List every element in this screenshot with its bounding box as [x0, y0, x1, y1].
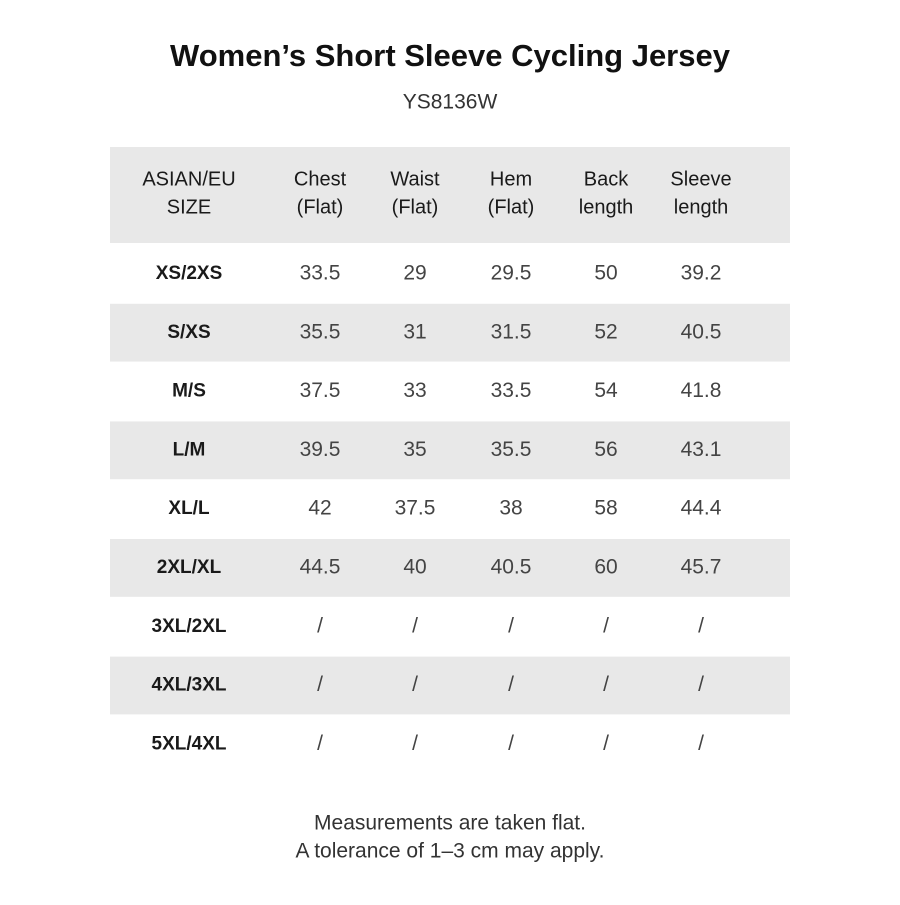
cell: 52	[594, 320, 617, 343]
cell: 44.5	[300, 556, 341, 579]
column-header: (Flat)	[488, 196, 535, 218]
cell: 40.5	[681, 320, 722, 343]
cell: 35.5	[491, 438, 532, 461]
cell: 31.5	[491, 320, 532, 343]
cell: 33	[403, 379, 426, 402]
cell: 29	[403, 262, 426, 285]
size-label: M/S	[172, 381, 206, 402]
subtitle: YS8136W	[403, 91, 498, 114]
column-header: length	[674, 196, 729, 218]
column-header: ASIAN/EU	[142, 168, 235, 190]
size-label: L/M	[173, 439, 206, 460]
size-label: S/XS	[167, 322, 210, 343]
column-header: Back	[584, 168, 629, 190]
cell: 40	[403, 556, 426, 579]
column-header: Sleeve	[670, 168, 731, 190]
row-bg	[110, 539, 790, 597]
size-label: 5XL/4XL	[152, 733, 227, 754]
footnote: A tolerance of 1–3 cm may apply.	[296, 840, 605, 863]
cell: 60	[594, 556, 617, 579]
cell: /	[508, 614, 514, 637]
column-header: Hem	[490, 168, 532, 190]
column-header: length	[579, 196, 634, 218]
cell: /	[412, 673, 418, 696]
cell: 54	[594, 379, 618, 402]
cell: 43.1	[681, 438, 722, 461]
column-header: (Flat)	[392, 196, 439, 218]
column-header: Waist	[390, 168, 440, 190]
size-label: 4XL/3XL	[152, 675, 227, 696]
cell: 45.7	[681, 556, 722, 579]
cell: 35	[403, 438, 426, 461]
cell: /	[317, 673, 323, 696]
cell: /	[412, 732, 418, 755]
cell: 58	[594, 497, 617, 520]
cell: 39.5	[300, 438, 341, 461]
cell: /	[603, 673, 609, 696]
cell: 39.2	[681, 262, 722, 285]
cell: /	[412, 614, 418, 637]
footnote: Measurements are taken flat.	[314, 812, 586, 835]
cell: /	[603, 732, 609, 755]
cell: 37.5	[395, 497, 436, 520]
cell: /	[698, 614, 704, 637]
cell: /	[317, 614, 323, 637]
cell: /	[698, 732, 704, 755]
cell: /	[603, 614, 609, 637]
size-label: XL/L	[168, 498, 210, 519]
cell: /	[508, 673, 514, 696]
title: Women’s Short Sleeve Cycling Jersey	[170, 38, 731, 73]
column-header: SIZE	[167, 196, 211, 218]
cell: 33.5	[491, 379, 532, 402]
cell: 42	[308, 497, 331, 520]
row-bg	[110, 303, 790, 362]
cell: 31	[403, 320, 426, 343]
column-header: (Flat)	[297, 196, 344, 218]
size-label: 2XL/XL	[157, 557, 222, 578]
cell: 33.5	[300, 262, 341, 285]
cell: 35.5	[300, 320, 341, 343]
cell: 29.5	[491, 262, 532, 285]
cell: 37.5	[300, 379, 341, 402]
row-bg	[110, 421, 790, 480]
cell: 41.8	[681, 379, 722, 402]
size-label: XS/2XS	[156, 263, 223, 284]
cell: 50	[594, 262, 617, 285]
row-bg	[110, 656, 790, 715]
header-row-bg	[110, 147, 790, 243]
cell: 38	[499, 497, 522, 520]
cell: /	[317, 732, 323, 755]
size-label: 3XL/2XL	[152, 616, 227, 637]
cell: 56	[594, 438, 617, 461]
column-header: Chest	[294, 168, 347, 190]
cell: 44.4	[681, 497, 722, 520]
cell: /	[508, 732, 514, 755]
cell: /	[698, 673, 704, 696]
cell: 40.5	[491, 556, 532, 579]
